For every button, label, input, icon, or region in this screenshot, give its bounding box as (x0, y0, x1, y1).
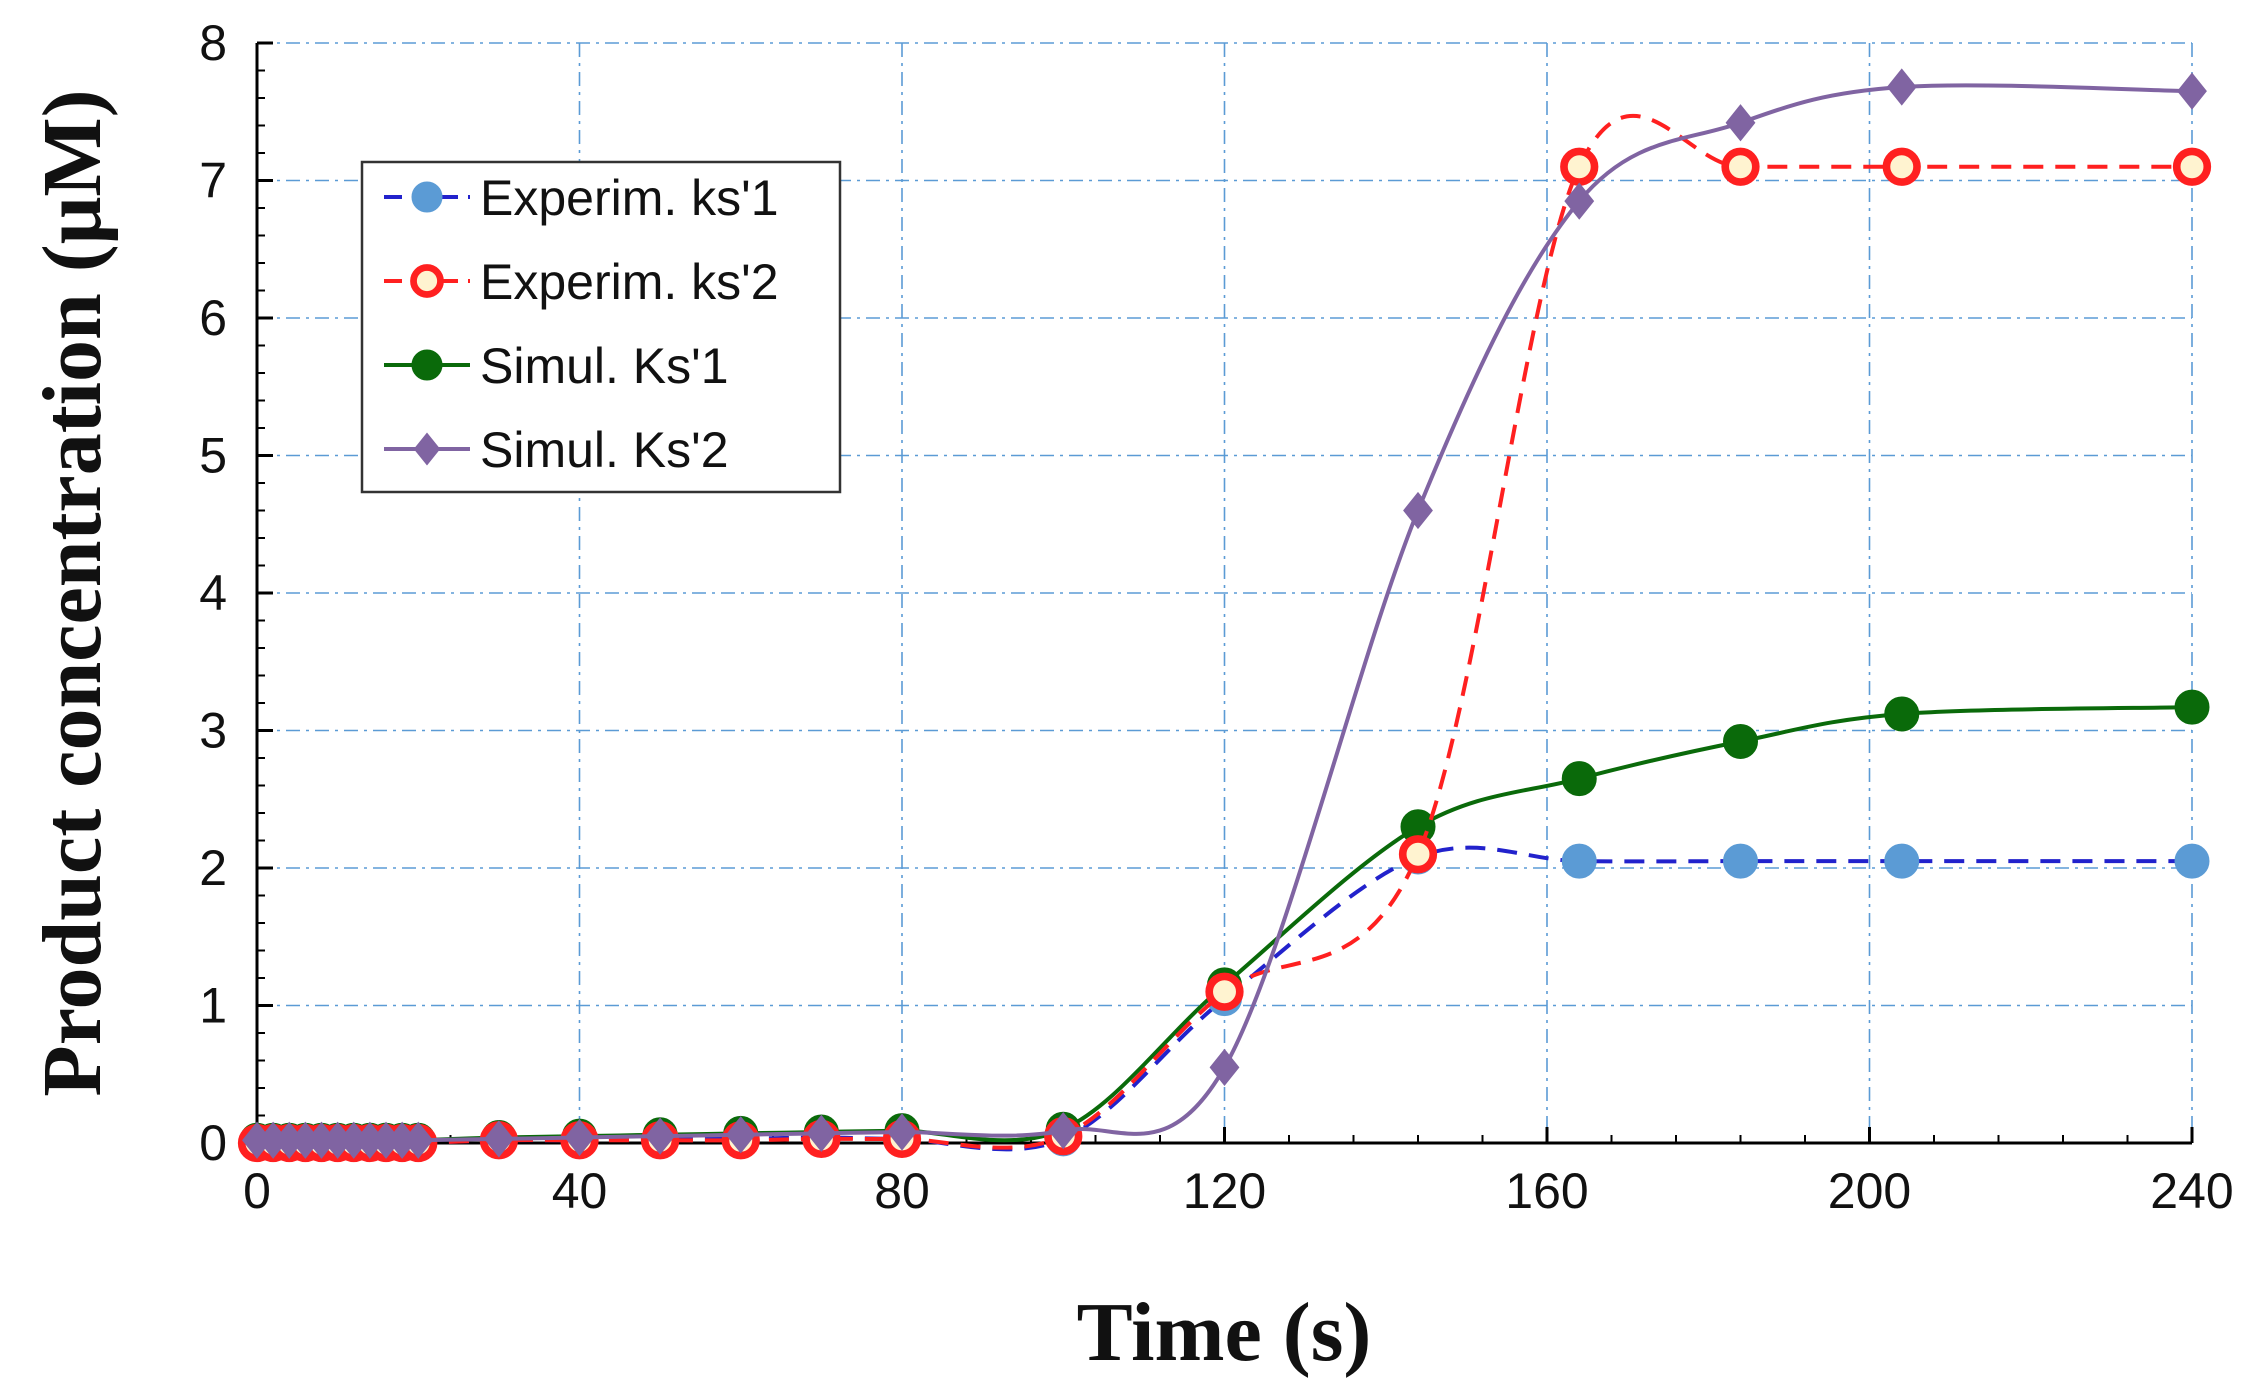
y-tick-label: 5 (199, 428, 227, 484)
data-point (806, 1114, 837, 1153)
legend-marker (410, 264, 444, 298)
y-tick-label: 7 (199, 153, 227, 209)
data-point (1209, 1048, 1240, 1087)
legend-item-simul-ks1: Simul. Ks'1 (384, 338, 729, 394)
y-tick-label: 2 (199, 840, 227, 896)
data-point (1561, 843, 1597, 879)
legend-label: Experim. ks'1 (480, 170, 779, 226)
data-point (483, 1120, 514, 1158)
data-point (1886, 68, 1917, 106)
data-point (1725, 104, 1756, 142)
data-point (1884, 843, 1920, 879)
data-point (1403, 491, 1433, 530)
legend-marker (413, 432, 441, 466)
y-tick-label: 1 (199, 978, 227, 1034)
data-point (2177, 72, 2207, 110)
x-axis-title: Time (s) (1077, 1286, 1372, 1379)
data-point (1884, 696, 1920, 732)
legend-label: Experim. ks'2 (480, 254, 779, 310)
data-point (725, 1116, 756, 1154)
legend-item-experim-ks2: Experim. ks'2 (384, 254, 779, 310)
series-layer (237, 68, 2212, 1163)
legend-label: Simul. Ks'1 (480, 338, 729, 394)
y-tick-label: 4 (199, 565, 227, 621)
data-point (2174, 689, 2210, 725)
legend-box (360, 160, 842, 494)
y-tick-label: 0 (199, 1115, 227, 1171)
legend-label: Simul. Ks'2 (480, 422, 729, 478)
legend: Experim. ks'1 Experim. ks'2 Simul. Ks'1 Sim… (360, 160, 842, 494)
data-point (1205, 972, 1244, 1011)
data-point (2172, 147, 2212, 186)
data-point (1723, 843, 1758, 879)
legend-marker (411, 181, 443, 213)
x-tick-label: 160 (1505, 1163, 1588, 1219)
data-point (1721, 147, 1760, 186)
x-tick-label: 0 (243, 1163, 271, 1219)
legend-item-experim-ks1: Experim. ks'1 (384, 170, 779, 226)
data-point (1048, 1111, 1079, 1150)
x-tick-label: 80 (874, 1163, 930, 1219)
data-point (1882, 147, 1921, 186)
data-point (2174, 843, 2210, 879)
x-tick-label: 40 (552, 1163, 608, 1219)
data-point (1564, 182, 1595, 220)
data-point (1560, 147, 1599, 186)
y-tick-label: 8 (199, 15, 227, 71)
x-tick-label: 200 (1828, 1163, 1911, 1219)
data-point (564, 1118, 595, 1157)
data-point (645, 1117, 676, 1155)
legend-item-simul-ks2: Simul. Ks'2 (384, 422, 729, 478)
series-simul-ks2 (242, 68, 2207, 1159)
y-axis-title: Product concentration (μM) (26, 89, 119, 1096)
data-point (1398, 835, 1438, 874)
data-point (1723, 724, 1758, 759)
data-point (403, 1121, 434, 1159)
y-tick-label: 3 (199, 703, 227, 759)
legend-marker (411, 349, 443, 381)
axes: 0 40 80 120 160 200 240 0 1 2 3 4 5 6 7 8 (199, 15, 2234, 1219)
x-tick-label: 240 (2150, 1163, 2233, 1219)
data-point (887, 1113, 917, 1151)
x-tick-label: 120 (1183, 1163, 1266, 1219)
data-point (1561, 761, 1597, 797)
y-tick-label: 6 (199, 290, 227, 346)
